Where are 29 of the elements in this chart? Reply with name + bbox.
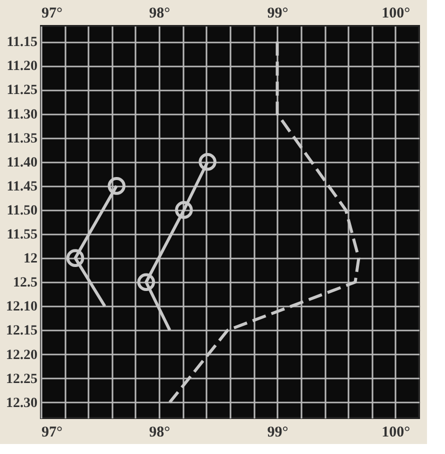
x-tick-label: 97° [42, 6, 62, 22]
y-tick-label: 12.5 [13, 276, 38, 291]
y-tick-label: 12 [24, 252, 38, 267]
y-tick-label: 12.25 [6, 372, 38, 387]
y-tick-label: 11.45 [6, 179, 38, 194]
y-tick-label: 11.40 [6, 155, 38, 170]
y-tick-label: 11.25 [6, 83, 38, 98]
y-tick-label: 12.20 [6, 348, 38, 363]
x2-tick-label: 99° [267, 424, 288, 440]
y-tick-label: 11.50 [6, 203, 38, 218]
x2-tick-label: 97° [42, 424, 62, 440]
y-tick-label: 12.10 [6, 300, 38, 315]
point [108, 177, 126, 195]
y-tick-label: 11.55 [6, 228, 38, 243]
y-tick-label: 12.15 [6, 324, 38, 339]
point [137, 273, 156, 292]
y-tick-label: 12.30 [6, 396, 38, 411]
x2-tick-label: 98° [149, 424, 170, 440]
x2-tick-label: 100° [382, 424, 410, 440]
point [175, 201, 193, 219]
y-tick-label: 11.30 [6, 107, 38, 122]
y-tick-label: 11.35 [6, 131, 38, 146]
point [66, 249, 84, 267]
y-tick-label: 11.15 [6, 35, 38, 50]
x-tick-label: 99° [267, 6, 288, 22]
y-tick-label: 11.20 [6, 59, 38, 74]
x-tick-label: 98° [149, 6, 170, 22]
x-tick-label: 100° [382, 6, 410, 22]
point [198, 152, 216, 171]
